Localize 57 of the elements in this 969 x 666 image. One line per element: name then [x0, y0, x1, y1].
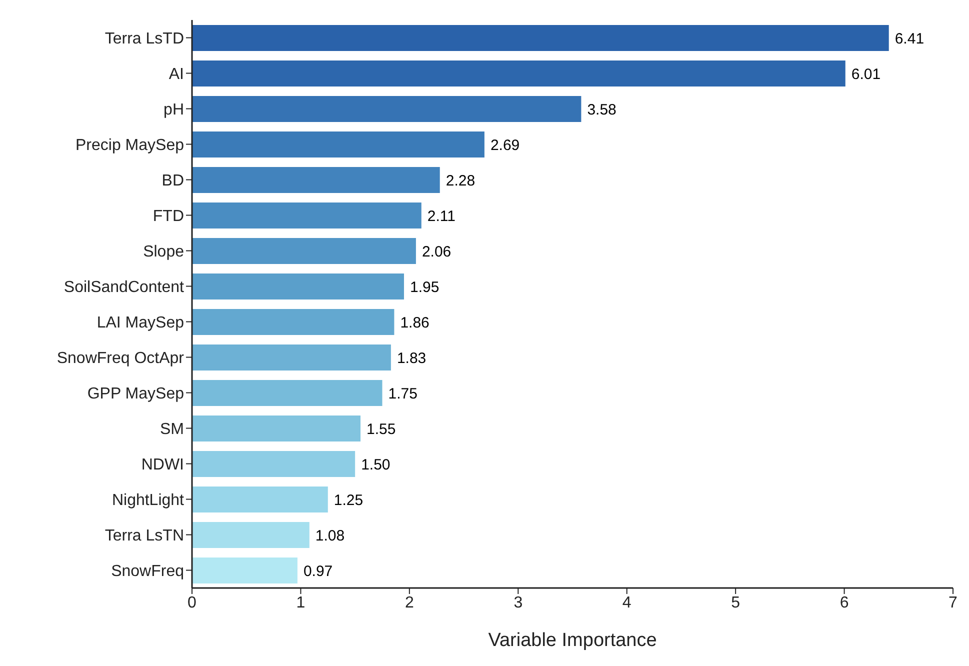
y-tick-label: GPP MaySep [87, 385, 184, 402]
data-label: 2.06 [422, 243, 452, 260]
data-label: 2.69 [490, 136, 520, 154]
x-axis-title: Variable Importance [488, 630, 657, 651]
x-tick-label: 6 [840, 594, 849, 612]
x-tick-label: 7 [948, 594, 958, 612]
y-tick-label: Terra LsTD [104, 30, 184, 48]
y-tick-label: NDWI [141, 456, 184, 474]
y-tick-label: NightLight [112, 492, 185, 509]
y-tick-label: SM [160, 420, 184, 438]
data-label: 1.95 [410, 278, 440, 296]
data-label: 2.11 [427, 208, 456, 225]
y-tick-label: FTD [152, 208, 184, 225]
data-label: 1.86 [400, 314, 430, 332]
bar [192, 60, 846, 86]
y-tick-label: Slope [143, 243, 184, 260]
y-tick-label: AI [168, 66, 184, 83]
data-label: 2.28 [446, 172, 476, 190]
bar [192, 416, 361, 442]
y-tick-label: Precip MaySep [76, 136, 184, 154]
bar [192, 202, 422, 228]
bar [192, 380, 382, 406]
data-label: 1.08 [315, 527, 345, 544]
data-label: 1.75 [388, 385, 418, 402]
data-label: 1.83 [396, 350, 426, 367]
y-tick-label: SoilSandContent [64, 278, 185, 296]
bar [192, 344, 391, 370]
bar [192, 238, 416, 264]
bar [192, 451, 356, 477]
bar [192, 486, 328, 512]
bar [192, 522, 310, 548]
bar [192, 25, 889, 51]
bar [192, 167, 440, 193]
bar [192, 132, 484, 158]
x-tick-label: 2 [404, 594, 414, 612]
y-tick-label: SnowFreq OctApr [56, 350, 185, 367]
x-tick-label: 3 [514, 594, 523, 612]
x-tick-label: 1 [296, 594, 306, 612]
bar [192, 274, 404, 300]
x-tick-label: 0 [188, 594, 197, 612]
y-tick-label: Terra LsTN [104, 527, 184, 544]
data-label: 0.97 [303, 562, 333, 580]
bar [192, 558, 298, 584]
x-tick-label: 5 [731, 594, 740, 612]
data-label: 1.55 [366, 420, 396, 438]
x-tick-label: 4 [622, 594, 632, 612]
bar [192, 96, 582, 122]
data-label: 6.01 [851, 66, 881, 83]
y-tick-label: SnowFreq [111, 562, 184, 580]
y-tick-label: pH [164, 101, 184, 118]
data-label: 3.58 [587, 101, 616, 118]
y-tick-label: LAI MaySep [96, 314, 184, 332]
data-label: 1.25 [334, 492, 364, 509]
bar [192, 309, 394, 335]
data-label: 6.41 [894, 30, 924, 48]
y-tick-label: BD [162, 172, 184, 190]
data-label: 1.50 [361, 456, 390, 474]
